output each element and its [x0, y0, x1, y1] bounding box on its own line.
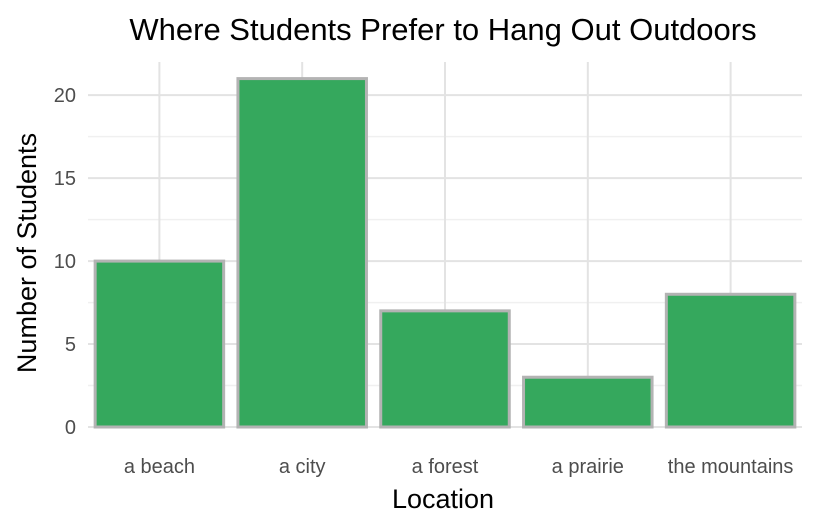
x-tick-label: a forest [412, 456, 479, 478]
y-tick-label: 10 [54, 251, 76, 273]
bar [93, 259, 226, 429]
y-tick-label: 20 [54, 85, 76, 107]
bars [93, 77, 797, 429]
x-axis-ticks: a beach a city a forest a prairie the mounta… [124, 456, 794, 478]
bar [522, 375, 654, 429]
y-tick-label: 0 [65, 417, 76, 439]
x-tick-label: the mountains [668, 456, 794, 478]
chart-title: Where Students Prefer to Hang Out Outdoo… [129, 12, 756, 47]
x-tick-label: a beach [124, 456, 195, 478]
bar [379, 309, 511, 429]
x-tick-label: a city [279, 456, 326, 478]
y-tick-label: 15 [54, 168, 76, 190]
y-axis-title: Number of Students [12, 133, 42, 373]
bar [664, 292, 797, 429]
x-axis-title: Location [392, 484, 494, 514]
bar [236, 77, 368, 429]
y-tick-label: 5 [65, 334, 76, 356]
y-axis-ticks: 0 5 10 15 20 [54, 85, 76, 439]
x-tick-label: a prairie [552, 456, 624, 478]
